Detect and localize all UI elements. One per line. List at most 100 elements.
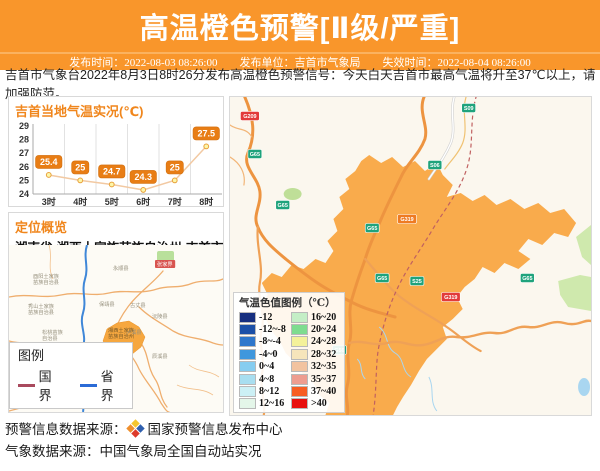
svg-text:26: 26 — [19, 162, 29, 172]
temp-range-row: 32~35 — [291, 360, 341, 373]
map-place-label: 张家界 — [157, 260, 173, 268]
map-place-label: 泸溪县 — [126, 328, 142, 336]
road-shield: G65 — [520, 273, 535, 283]
temp-range-label: -12~-8 — [259, 323, 286, 335]
svg-text:24.3: 24.3 — [134, 172, 152, 182]
map-place-label: 湘西土家族 — [108, 326, 135, 334]
map-place-label: 酉阳土家族 — [33, 272, 60, 280]
temp-color-swatch — [291, 373, 308, 385]
temp-range-row: 24~28 — [291, 336, 341, 348]
road-shield: G319 — [397, 214, 417, 224]
boundary-legend-title: 图例 — [18, 348, 45, 363]
expire-time: 失效时间：2022-08-04 08:26:00 — [382, 57, 531, 69]
temp-range-label: 37~40 — [311, 385, 337, 397]
map-place-label: 苗族自治县 — [33, 278, 59, 286]
local-temp-chart-panel: 吉首当地气温实况(℃) 24 25 26 27 28 29 25.4 3时 25 4时 24.7 5时… — [8, 96, 224, 207]
svg-text:S09: S09 — [464, 106, 474, 112]
svg-text:8时: 8时 — [199, 196, 213, 207]
railway-line — [372, 97, 477, 415]
road-shield: G65 — [275, 200, 290, 210]
temp-range-label: >40 — [311, 398, 327, 410]
map-place-label: 古丈县 — [130, 301, 146, 309]
temp-color-swatch — [291, 311, 308, 323]
boundary-line-swatch — [80, 383, 97, 387]
road-shield: G209 — [240, 111, 260, 121]
chart-title: 吉首当地气温实况(℃) — [15, 104, 144, 119]
road-shield: S09 — [461, 103, 476, 113]
temp-range-row: 20~24 — [291, 323, 341, 335]
temp-color-swatch — [291, 398, 308, 410]
temp-range-label: 4~8 — [259, 373, 275, 385]
temp-range-row: >40 — [291, 398, 341, 410]
temp-range-row: 35~37 — [291, 373, 341, 385]
temp-range-label: 0~4 — [259, 361, 275, 373]
svg-text:28: 28 — [19, 135, 29, 145]
location-title: 定位概览 — [15, 220, 68, 235]
temp-range-label: 12~16 — [259, 398, 285, 410]
svg-text:S25: S25 — [412, 279, 422, 285]
temp-range-label: 35~37 — [311, 373, 337, 385]
footer-line1-label: 预警信息数据来源： — [5, 422, 127, 437]
temp-range-row: -8~-4 — [239, 336, 289, 348]
temp-color-swatch — [239, 373, 256, 385]
temp-range-row: -4~0 — [239, 348, 289, 360]
svg-text:6时: 6时 — [136, 196, 150, 207]
boundary-legend-item: 国界 — [18, 366, 64, 404]
boundary-label: 国界 — [38, 369, 52, 403]
svg-text:G65: G65 — [278, 203, 288, 209]
map-place-label: 沅陵县 — [152, 312, 168, 320]
temp-color-swatch — [291, 361, 308, 373]
temp-color-swatch — [239, 311, 256, 323]
temp-color-swatch — [239, 323, 256, 335]
temp-range-label: 20~24 — [311, 323, 337, 335]
temp-range-label: 16~20 — [311, 311, 337, 323]
map-place-label: 苗族自治县 — [28, 308, 54, 316]
temperature-legend-title: 气温色值图例（℃） — [239, 297, 336, 309]
temperature-color-legend: 气温色值图例（℃） -12 -12~-8 -8~-4 -4~0 0~4 4~8 … — [233, 291, 345, 413]
temp-range-label: 24~28 — [311, 336, 337, 348]
temp-range-row: 37~40 — [291, 385, 341, 397]
temp-range-label: 28~32 — [311, 348, 337, 360]
svg-text:25: 25 — [75, 162, 85, 172]
svg-text:24.7: 24.7 — [103, 166, 121, 176]
road-shield: G65 — [247, 149, 263, 159]
temp-range-row: 12~16 — [239, 398, 289, 410]
overview-map[interactable]: 永顺县张家界保靖县古丈县沅陵县泸溪县凤凰县辰溪县酉阳土家族苗族自治县秀山土家族苗… — [9, 245, 223, 412]
temp-color-swatch — [291, 385, 308, 397]
svg-text:5时: 5时 — [105, 196, 119, 207]
temp-range-row: -12 — [239, 311, 289, 323]
header-banner: 高温橙色预警[Ⅱ级/严重] — [0, 0, 600, 52]
warning-center-logo-icon — [125, 418, 145, 438]
svg-text:27: 27 — [19, 148, 29, 158]
road-shield: G65 — [364, 223, 380, 233]
road-shield: G319 — [441, 292, 461, 302]
svg-text:S06: S06 — [430, 163, 440, 169]
map-place-label: 辰溪县 — [152, 352, 168, 360]
svg-text:7时: 7时 — [168, 196, 182, 207]
map-place-label: 松桃苗族 — [42, 328, 64, 336]
svg-text:25: 25 — [19, 175, 29, 185]
temp-range-row: 16~20 — [291, 311, 341, 323]
svg-text:24: 24 — [19, 189, 29, 199]
svg-text:3时: 3时 — [42, 196, 56, 207]
svg-text:G319: G319 — [400, 217, 413, 223]
svg-text:G65: G65 — [250, 152, 260, 158]
temp-color-swatch — [239, 361, 256, 373]
svg-text:G65: G65 — [522, 276, 532, 282]
footer-line1-value: 国家预警信息发布中心 — [147, 422, 283, 437]
temp-range-row: 28~32 — [291, 348, 341, 360]
map-place-label: 苗族自治州 — [108, 332, 134, 340]
temp-range-row: -12~-8 — [239, 323, 289, 335]
svg-text:G65: G65 — [367, 226, 377, 232]
road-shield: S25 — [409, 276, 425, 286]
temp-color-swatch — [291, 336, 308, 348]
temp-color-swatch — [239, 348, 256, 360]
temp-color-swatch — [239, 385, 256, 397]
page-title: 高温橙色预警[Ⅱ级/严重] — [139, 13, 461, 45]
svg-text:G209: G209 — [243, 114, 256, 120]
publish-time: 发布时间：2022-08-03 08:26:00 — [69, 57, 218, 69]
svg-text:G319: G319 — [444, 295, 457, 301]
temp-range-row: 0~4 — [239, 360, 289, 373]
temp-color-swatch — [291, 323, 308, 335]
